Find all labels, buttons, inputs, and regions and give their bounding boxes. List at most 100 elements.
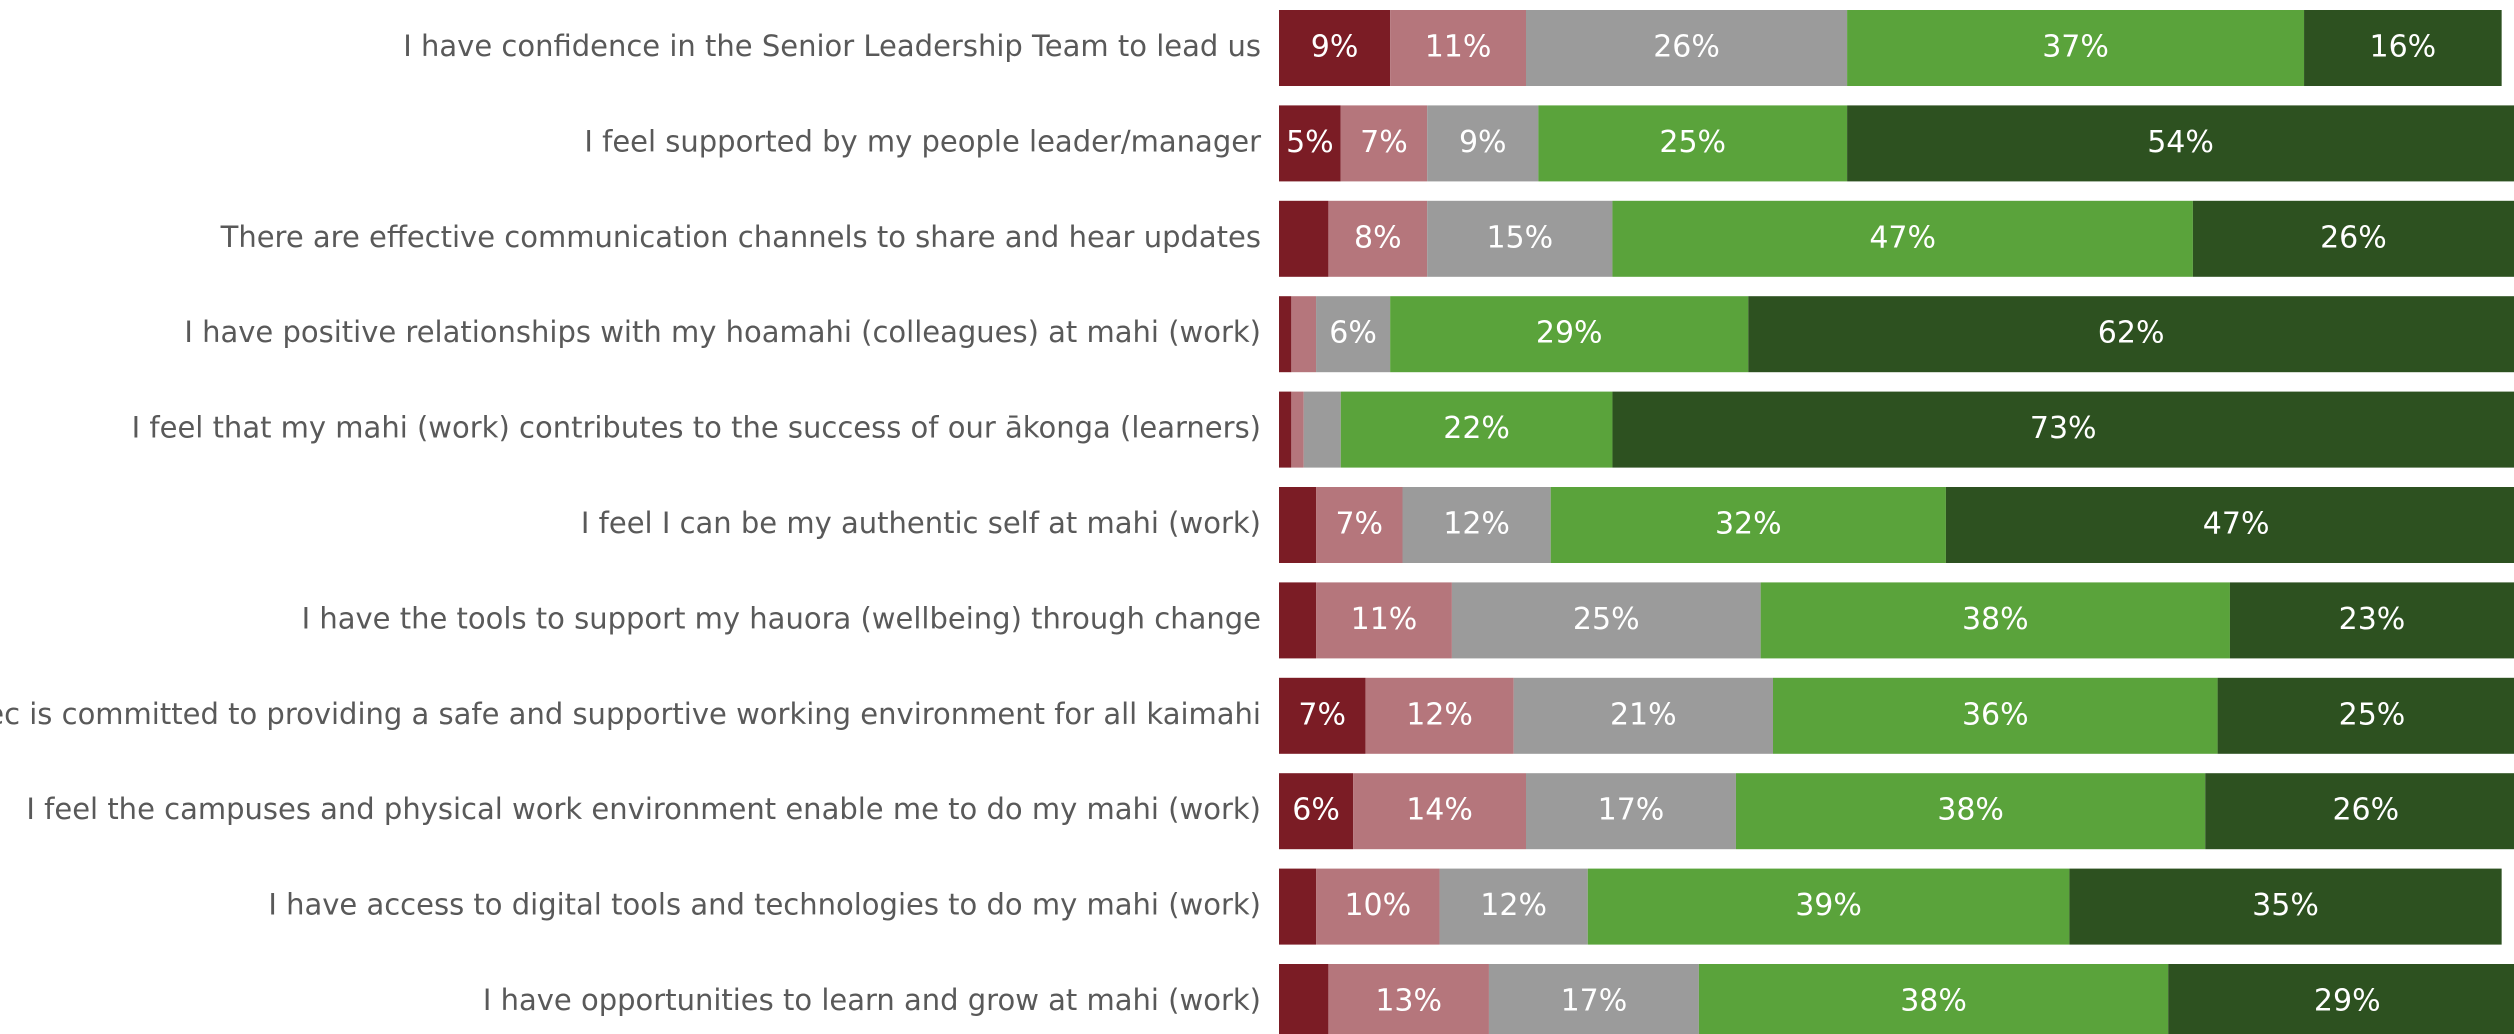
bar-segment (2069, 868, 2502, 945)
bar-segment (1735, 773, 2206, 850)
category-label: I have positive relationships with my ho… (184, 315, 1261, 349)
bar-segment (1291, 296, 1317, 373)
bar-segment (1291, 391, 1304, 468)
value-label: 12% (1443, 507, 1510, 542)
category-label: I feel supported by my people leader/man… (584, 124, 1261, 158)
value-label: 23% (2339, 602, 2406, 637)
bar-segment (1513, 677, 1773, 754)
value-label: 38% (1962, 602, 2029, 637)
bar-segment (1402, 487, 1551, 563)
value-label: 54% (2147, 125, 2214, 160)
value-label: 29% (2314, 984, 2381, 1019)
value-label: 5% (1286, 125, 1334, 160)
bar-segment (1526, 10, 1848, 86)
bar-segment (1279, 105, 1341, 182)
bar-segment (1847, 105, 2514, 182)
category-label: I feel that my mahi (work) contributes t… (132, 411, 1261, 445)
bar-segment (1279, 200, 1329, 277)
value-label: 16% (2370, 30, 2437, 65)
bar-segment (1526, 773, 1736, 850)
category-label: I feel the campuses and physical work en… (26, 792, 1261, 826)
bar-segment (1340, 391, 1613, 468)
category-label: I feel I can be my authentic self at mah… (581, 506, 1261, 540)
bar-segment (2217, 677, 2514, 754)
value-label: 37% (2042, 30, 2109, 65)
bar-segment (1279, 487, 1317, 563)
bar-segment (1303, 391, 1341, 468)
value-label: 12% (1480, 888, 1547, 923)
value-label: 25% (1659, 125, 1726, 160)
value-label: 36% (1962, 697, 2029, 732)
bar-segment (1538, 105, 1848, 182)
bar-segment (2168, 964, 2514, 1034)
value-label: 29% (1536, 316, 1603, 351)
value-label: 35% (2252, 888, 2319, 923)
bar-segment (1427, 200, 1613, 277)
bar-segment (1353, 773, 1526, 850)
value-label: 9% (1311, 30, 1359, 65)
value-label: 47% (1869, 220, 1936, 255)
bar-segment (1427, 105, 1539, 182)
bar-segment (1279, 391, 1292, 468)
value-label: 7% (1298, 697, 1346, 732)
value-label: 6% (1292, 793, 1340, 828)
bar-segment (1279, 677, 1366, 754)
bar-segment (1847, 10, 2305, 86)
value-label: 7% (1335, 507, 1383, 542)
value-label: 13% (1375, 984, 1442, 1019)
bar-segment (1316, 487, 1403, 563)
bar-segment (1439, 868, 1588, 945)
bar-segment (1365, 677, 1514, 754)
value-label: 6% (1329, 316, 1377, 351)
bar-segment (1316, 868, 1440, 945)
value-label: 62% (2098, 316, 2165, 351)
value-label: 7% (1360, 125, 1408, 160)
category-label: MIT/Unitec is committed to providing a s… (0, 697, 1261, 731)
bar-segment (1279, 10, 1391, 86)
bar-segment (1279, 964, 1329, 1034)
bar-segment (1587, 868, 2070, 945)
value-label: 38% (1937, 793, 2004, 828)
bar-segment (1488, 964, 1699, 1034)
value-label: 25% (2339, 697, 2406, 732)
value-label: 21% (1610, 697, 1677, 732)
bar-segment (2192, 200, 2514, 277)
value-label: 26% (2320, 220, 2387, 255)
bar-segment (1748, 296, 2514, 373)
value-label: 47% (2203, 507, 2270, 542)
value-label: 22% (1443, 411, 1510, 446)
value-label: 12% (1406, 697, 1473, 732)
bar-segment (1340, 105, 1428, 182)
value-label: 26% (2332, 793, 2399, 828)
value-label: 14% (1406, 793, 1473, 828)
bar-segment (1451, 582, 1761, 659)
value-label: 73% (2030, 411, 2097, 446)
bar-segment (1279, 582, 1317, 659)
value-label: 17% (1561, 984, 1628, 1019)
value-label: 11% (1425, 30, 1492, 65)
bar-segment (2304, 10, 2502, 86)
value-label: 15% (1486, 220, 1553, 255)
value-label: 17% (1598, 793, 1665, 828)
bar-segment (1279, 868, 1317, 945)
value-label: 26% (1653, 30, 1720, 65)
value-label: 32% (1715, 507, 1782, 542)
bar-segment (1612, 200, 2193, 277)
bar-segment (1945, 487, 2514, 563)
bar-segment (1390, 10, 1526, 86)
value-label: 38% (1900, 984, 1967, 1019)
bar-segment (1390, 296, 1749, 373)
bar-segment (2229, 582, 2514, 659)
bar-segment (1760, 582, 2230, 659)
bar-segment (1550, 487, 1946, 563)
bar-segment (1279, 296, 1292, 373)
category-label: I have access to digital tools and techn… (268, 888, 1261, 922)
value-label: 9% (1459, 125, 1507, 160)
bar-segment (1328, 964, 1489, 1034)
category-label: I have confidence in the Senior Leadersh… (403, 29, 1261, 63)
category-label: There are effective communication channe… (220, 220, 1261, 254)
value-label: 10% (1344, 888, 1411, 923)
bar-segment (1612, 391, 2514, 468)
category-label: I have opportunities to learn and grow a… (483, 983, 1261, 1017)
